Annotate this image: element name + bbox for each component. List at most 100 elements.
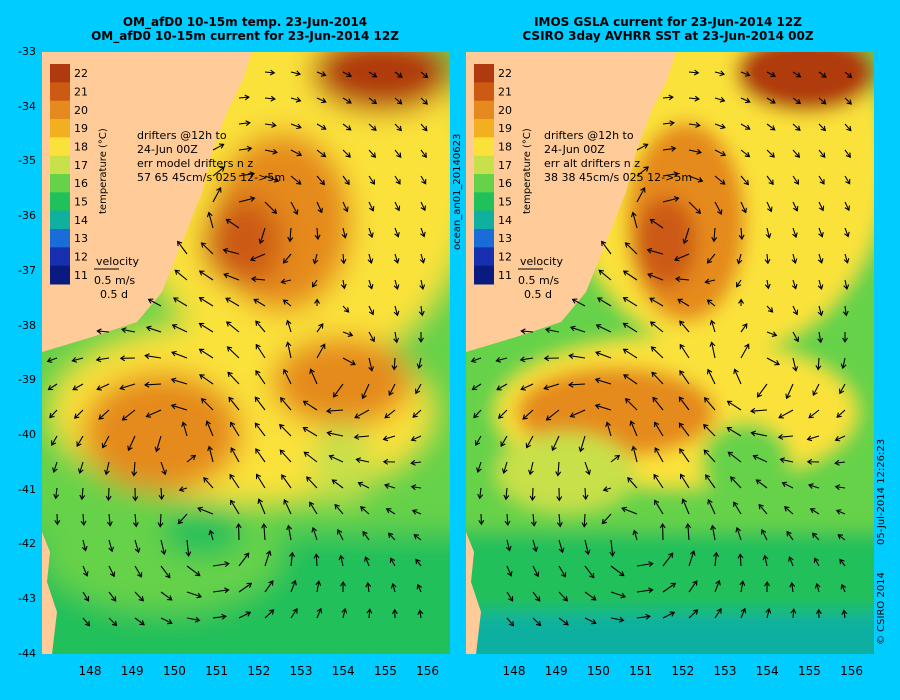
current-arrow [714,608,722,619]
current-arrow [368,201,375,212]
colorbar-swatch [474,229,494,248]
temperature-colorbar: 22 21 20 19 18 17 16 15 14 13 12 11 temperature (°C) [50,64,109,285]
current-arrow [558,617,569,626]
current-arrow [287,227,294,243]
colorbar-tick-label: 13 [498,232,512,245]
velocity-key-duration-right: 0.5 d [524,288,552,301]
current-arrow [186,454,197,463]
current-arrow [504,513,511,527]
current-arrow [417,609,424,619]
current-arrow [584,617,597,625]
current-arrow [223,272,240,281]
velocity-key-label-right: velocity [520,255,563,268]
current-arrow [394,227,400,238]
current-arrow [632,529,639,541]
colorbar-swatch [50,100,70,120]
current-arrow [788,556,794,567]
annotation-line-2: 24-Jun 00Z [137,143,198,156]
current-arrow [388,383,396,397]
current-arrow [101,435,110,449]
current-arrow [81,539,88,552]
current-arrow [290,123,302,130]
current-arrow [418,331,424,343]
current-arrow [264,609,275,619]
current-arrow [157,513,164,528]
current-arrow [285,341,292,359]
current-arrow [766,149,775,158]
current-arrow [170,377,188,385]
current-arrow [282,299,292,307]
current-arrow [662,582,677,593]
current-arrow [419,279,426,291]
current-arrow [678,422,690,437]
current-arrow [578,435,586,453]
current-arrow [704,278,716,285]
current-arrow [598,269,612,281]
current-arrow [528,461,534,476]
current-arrow [225,321,240,333]
velocity-key-speed-right: 0.5 m/s [518,274,559,287]
current-arrow [735,526,742,541]
current-arrow [227,371,240,385]
current-arrow [394,175,401,185]
current-arrow [610,591,627,599]
current-arrow [82,565,89,577]
current-arrow [79,487,86,501]
current-arrow [255,448,266,463]
current-arrow [186,565,201,577]
colorbar-tick-label: 20 [498,104,512,117]
current-arrow [623,374,638,385]
colorbar-tick-label: 18 [498,141,512,154]
model-map-svg: 22 21 20 19 18 17 16 15 14 13 12 11 temperature (°C)… [42,52,450,654]
current-arrow [844,123,852,132]
current-arrow [290,96,302,103]
current-arrow [740,175,750,186]
current-arrow [342,123,352,131]
current-arrow [636,561,654,568]
current-arrow [714,175,726,185]
current-arrow [147,298,162,307]
colorbar-swatch [50,265,70,285]
current-arrow [74,409,84,419]
colorbar-tick-label: 19 [498,122,512,135]
current-arrow [54,513,61,526]
current-arrow [569,325,586,333]
current-arrow [238,582,253,593]
current-arrow [279,397,292,411]
current-arrow [506,617,515,627]
current-arrow [198,322,214,333]
current-arrow [568,353,586,360]
current-arrow [792,123,801,131]
current-arrow [205,420,214,437]
current-arrow [418,305,425,317]
current-arrow [420,201,426,212]
current-arrow [740,123,751,130]
current-arrow [839,383,846,395]
current-arrow [420,71,429,79]
current-arrow [331,479,344,489]
current-arrow [806,458,820,465]
current-arrow [706,368,716,385]
current-arrow [412,409,422,418]
current-arrow [662,552,674,567]
current-arrow [792,175,800,185]
current-arrow [766,71,776,78]
current-arrow [82,591,90,602]
velocity-key-duration: 0.5 d [100,288,128,301]
current-arrow [844,227,850,238]
current-arrow [556,513,563,528]
current-arrow [254,396,266,411]
current-arrow [52,461,58,473]
current-arrow [567,381,586,388]
current-arrow [255,369,266,385]
current-arrow [368,331,375,343]
current-arrow [316,71,327,77]
current-arrow [647,272,664,281]
current-arrow [610,565,625,577]
current-arrow [837,534,846,541]
current-arrow [558,539,565,554]
current-arrow [104,461,110,476]
current-arrow [844,149,851,159]
render-date-label: 05-Jul-2014 12:26:23 [876,438,887,545]
current-arrow [199,374,214,385]
